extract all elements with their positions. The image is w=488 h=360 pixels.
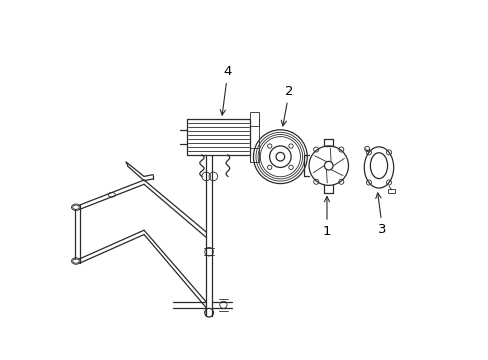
Bar [387,189,394,193]
Text: 1: 1 [322,197,330,238]
Bar [249,148,258,162]
Text: 3: 3 [375,193,386,236]
Bar [249,112,258,126]
Text: 2: 2 [281,85,293,126]
Bar [187,119,249,155]
Text: 4: 4 [220,65,232,115]
